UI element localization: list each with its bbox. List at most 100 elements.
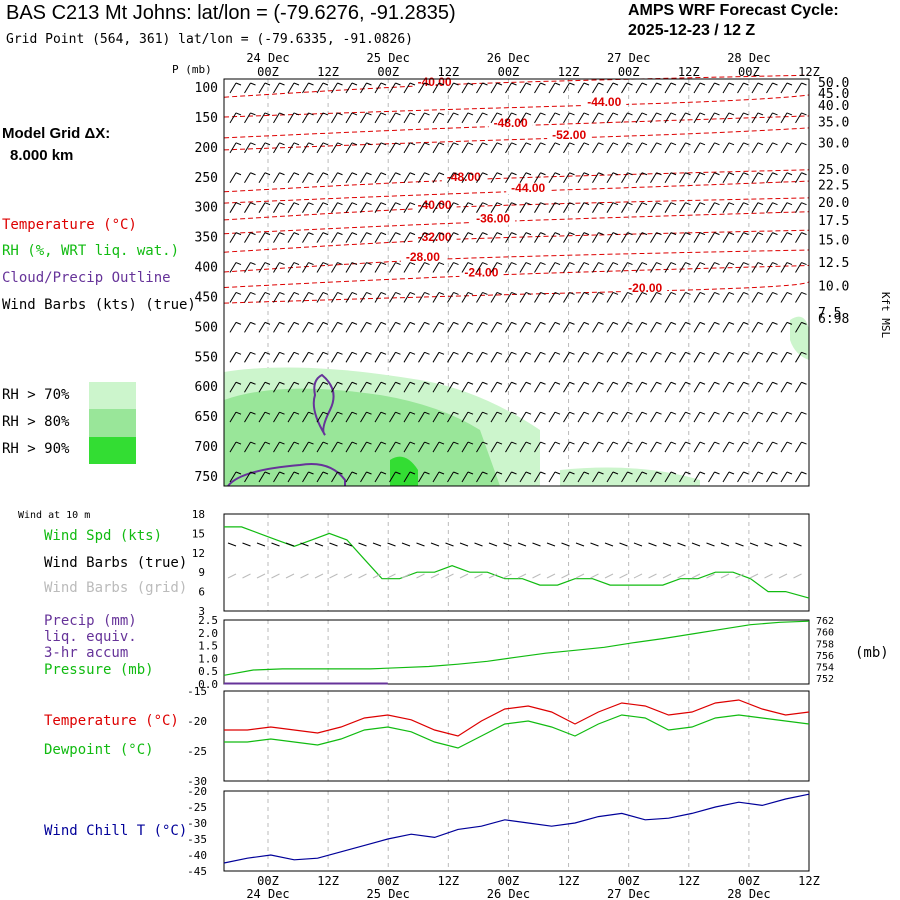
wind-barb <box>244 142 256 154</box>
wind-barb <box>461 471 474 483</box>
wind-barb-true <box>285 542 295 547</box>
wind-barb <box>418 262 430 273</box>
wind-barb <box>621 172 633 184</box>
time-date-label-top: 25 Dec <box>367 51 410 65</box>
wind-barb <box>737 441 749 453</box>
wind-barb <box>751 471 764 483</box>
wind-barb <box>592 471 604 483</box>
wind-barb <box>345 321 358 333</box>
wind-barb <box>693 441 706 453</box>
pressure-tick-label: 200 <box>195 141 218 156</box>
wind-barb <box>592 202 604 213</box>
windchill-tick-label: -30 <box>187 817 207 830</box>
wind-barb <box>461 441 474 453</box>
wind-barb <box>708 471 720 483</box>
wind-barb <box>708 321 720 333</box>
wind-barb <box>229 172 242 184</box>
wind-barb <box>534 202 546 213</box>
wind-barb <box>418 172 430 184</box>
wind-barb <box>679 441 691 453</box>
wind-barb <box>447 142 459 154</box>
temperature-label-bg <box>471 212 516 225</box>
wind-barb <box>287 142 300 154</box>
wind-barb <box>563 172 575 184</box>
wind-barb <box>490 142 503 154</box>
wind-barb <box>331 411 343 423</box>
wind-barb <box>389 112 401 124</box>
height-tick-label: 40.0 <box>818 99 849 114</box>
wind-barb <box>374 142 387 154</box>
wind-barb <box>447 471 459 483</box>
wind-barb <box>577 262 590 273</box>
wind-barb <box>519 82 532 94</box>
height-tick-label: 10.0 <box>818 280 849 295</box>
wind-barb <box>635 321 648 333</box>
wind-barb <box>548 142 561 154</box>
wind-barb <box>621 471 633 483</box>
pressure-tick-label: 600 <box>195 380 218 395</box>
wind-barb <box>345 441 358 453</box>
wind-barb <box>403 82 416 94</box>
wind-barb <box>592 441 604 453</box>
wind-barb-grid <box>604 573 614 579</box>
wind-barb <box>650 232 662 243</box>
wind-barb <box>302 351 314 363</box>
temperature-contour-label: -44.00 <box>587 95 621 109</box>
wind-barb <box>490 112 503 124</box>
wind-barb <box>548 471 561 483</box>
wind-barb-true <box>546 542 556 547</box>
wind-barb <box>693 471 706 483</box>
wind-barb <box>766 262 778 273</box>
wind-barb-grid <box>503 573 512 579</box>
wind-barb <box>505 471 517 483</box>
forecast-cycle-value: 2025-12-23 / 12 Z <box>628 22 756 39</box>
wind-barb <box>606 262 619 273</box>
wind-barb-true <box>445 542 454 547</box>
wind-barb <box>795 262 807 273</box>
wind-barb-true <box>619 542 628 547</box>
wind-barb <box>418 112 430 124</box>
wind-barb <box>679 351 691 363</box>
wind-barb <box>737 112 749 124</box>
time-hour-label-bottom: 12Z <box>558 874 580 888</box>
time-hour-label-bottom: 12Z <box>798 874 820 888</box>
wind-barb <box>302 471 314 483</box>
time-hour-label-top: 00Z <box>498 65 520 79</box>
time-hour-label-bottom: 12Z <box>317 874 339 888</box>
wind-barb <box>316 351 329 363</box>
wind-barb-true <box>372 542 382 547</box>
wind-barb <box>273 262 285 273</box>
wind-barb <box>345 112 358 124</box>
wind-barb <box>548 232 561 243</box>
wind-barb <box>316 291 329 303</box>
wind-barb <box>679 172 691 184</box>
wind-barb <box>519 321 532 333</box>
wind-barb <box>693 321 706 333</box>
wind-barb <box>403 291 416 303</box>
wind-barb <box>447 112 459 124</box>
wind-barb <box>621 82 633 94</box>
wind-barb <box>621 321 633 333</box>
wind-barb <box>316 232 329 243</box>
rh90-region <box>390 456 418 486</box>
wind-barb <box>650 202 662 213</box>
temperature-contour-label: -48.00 <box>494 116 528 130</box>
wind-barb <box>548 202 561 213</box>
wind-barb <box>389 381 401 393</box>
wind-barb <box>708 262 720 273</box>
wind-barb <box>418 321 430 333</box>
wind-barb <box>360 351 372 363</box>
wind-barb <box>490 411 503 423</box>
wind-barb <box>258 82 271 94</box>
height-tick-label: 17.5 <box>818 214 849 229</box>
precip-tick-label: 0.5 <box>198 665 218 678</box>
wind-barb <box>737 172 749 184</box>
wind-barb <box>258 112 271 124</box>
wind-barb <box>447 172 459 184</box>
wind-barb <box>780 172 793 184</box>
wind-barb-true <box>416 542 425 547</box>
wind-barb <box>708 232 720 243</box>
wind-barb <box>461 82 474 94</box>
wind-barb <box>664 321 677 333</box>
wind-barb <box>287 441 300 453</box>
